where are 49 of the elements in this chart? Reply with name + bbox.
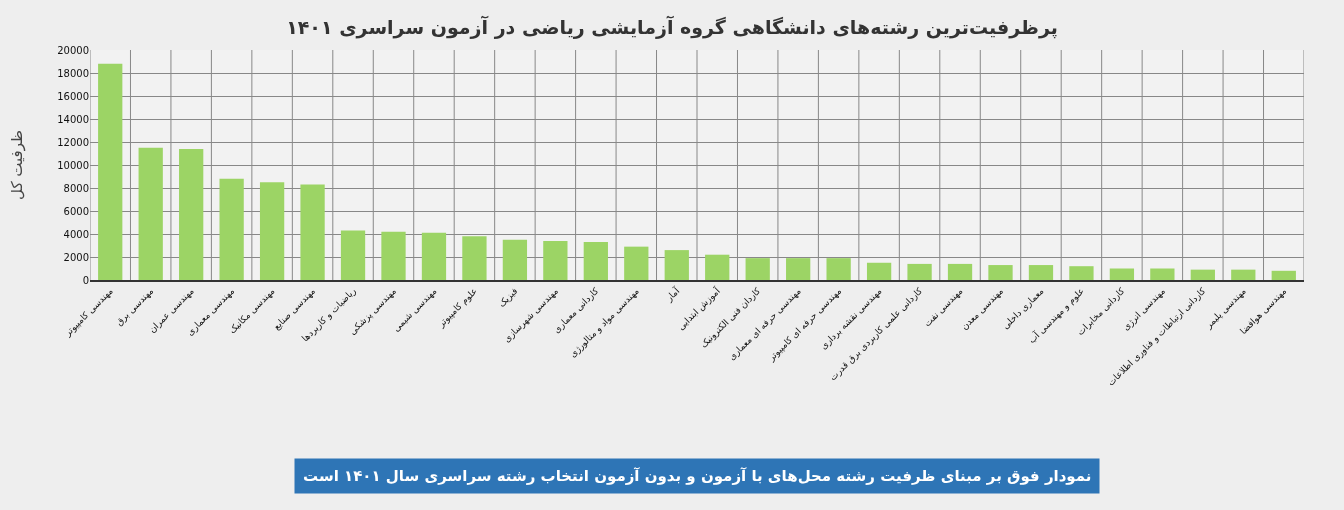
y-tick-label: 10000: [57, 159, 89, 171]
bar: [947, 263, 973, 280]
bar: [745, 258, 770, 280]
bar: [1190, 269, 1215, 280]
bar: [138, 147, 163, 280]
y-tick-label: 16000: [57, 90, 89, 102]
bar: [1109, 268, 1135, 280]
bar: [1150, 268, 1175, 280]
bar: [300, 184, 325, 280]
bar: [421, 232, 447, 280]
bar: [583, 242, 608, 280]
y-tick-label: 4000: [63, 228, 89, 240]
y-tick-label: 8000: [63, 182, 89, 194]
y-tick-label: 2000: [63, 251, 89, 263]
x-tick-label: مهندسی نفت: [922, 285, 965, 329]
bar: [462, 236, 487, 280]
y-axis-title: ظرفیت کل: [8, 130, 27, 200]
x-tick-label: فیزیک: [496, 285, 520, 309]
y-tick-label: 6000: [63, 205, 89, 217]
bar: [907, 263, 932, 280]
x-tick-label: مهندسی کامپیوتر: [61, 285, 115, 339]
bar: [1069, 266, 1094, 280]
bar: [705, 254, 730, 280]
bar: [826, 258, 851, 280]
bar: [543, 240, 568, 280]
bar: [259, 182, 285, 280]
bar: [179, 148, 204, 280]
bar: [219, 178, 244, 280]
bar: [381, 231, 406, 280]
bar: [988, 265, 1013, 280]
y-tick-label: 0: [82, 274, 89, 286]
y-tick-label: 18000: [57, 67, 89, 79]
bar: [1271, 270, 1296, 280]
bar: [1231, 269, 1256, 280]
bar: [98, 63, 123, 280]
y-tick-label: 14000: [57, 113, 89, 125]
y-tick-label: 20000: [57, 44, 89, 56]
bar: [1028, 265, 1054, 280]
bar: [664, 250, 689, 280]
text: نمودار فوق بر مبنای ظرفیت رشته محل‌های با آزمون و بدون آزمون انتخاب رشته سراسری سال ۱۴۰۱ است: [303, 467, 1092, 485]
bar: [624, 246, 649, 280]
chart-title: پرظرفیت‌ترین رشته‌های دانشگاهی گروه آزمایشی ریاضی در آزمون سراسری ۱۴۰۱: [286, 14, 1058, 39]
x-tick-label: آمار: [662, 284, 682, 304]
bar: [340, 230, 366, 280]
x-tick-label: علوم کامپیوتر: [435, 285, 480, 330]
bar: [502, 239, 528, 280]
y-tick-label: 12000: [57, 136, 89, 148]
bar: [866, 262, 892, 280]
bar: [786, 258, 811, 280]
